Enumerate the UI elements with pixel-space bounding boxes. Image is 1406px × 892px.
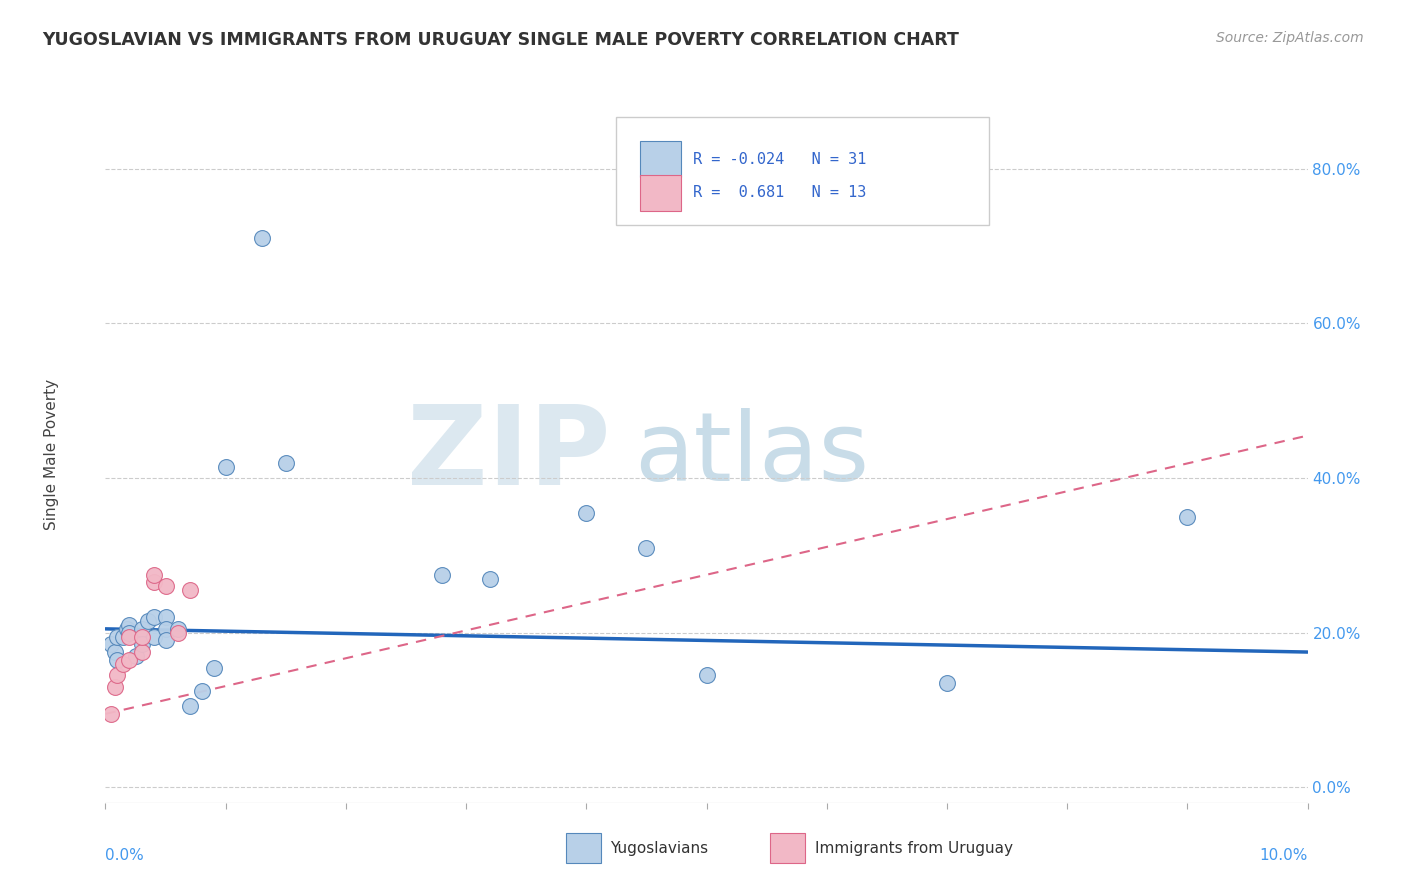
Point [430, 567, 453, 582]
Point [636, 541, 658, 555]
Point [696, 668, 718, 682]
Text: Source: ZipAtlas.com: Source: ZipAtlas.com [1216, 31, 1364, 45]
Text: ZIP: ZIP [406, 401, 610, 508]
Point [1175, 509, 1198, 524]
Point [100, 637, 122, 651]
Text: R =  0.681   N = 13: R = 0.681 N = 13 [693, 186, 866, 200]
Point [179, 583, 201, 598]
Point [131, 645, 153, 659]
Point [112, 630, 135, 644]
FancyBboxPatch shape [770, 833, 806, 863]
FancyBboxPatch shape [640, 141, 682, 178]
Point [250, 231, 273, 245]
Point [575, 506, 598, 520]
Point [155, 633, 177, 648]
Point [107, 653, 129, 667]
Text: Yugoslavians: Yugoslavians [610, 840, 709, 855]
Point [155, 610, 177, 624]
Text: R = -0.024   N = 31: R = -0.024 N = 31 [693, 152, 866, 167]
Point [166, 625, 188, 640]
Point [155, 622, 177, 636]
FancyBboxPatch shape [616, 118, 988, 226]
Point [104, 680, 127, 694]
Point [118, 653, 141, 667]
Point [142, 567, 165, 582]
Point [214, 459, 236, 474]
Point [118, 625, 141, 640]
Point [155, 579, 177, 593]
Point [118, 630, 141, 644]
Point [179, 699, 201, 714]
Point [166, 622, 188, 636]
Point [142, 575, 165, 590]
Point [115, 622, 138, 636]
FancyBboxPatch shape [565, 833, 600, 863]
Point [100, 706, 122, 721]
Point [190, 683, 212, 698]
Text: Single Male Poverty: Single Male Poverty [44, 379, 59, 531]
Point [107, 630, 129, 644]
Point [142, 630, 165, 644]
Point [479, 572, 502, 586]
Point [112, 657, 135, 671]
FancyBboxPatch shape [640, 175, 682, 211]
Text: atlas: atlas [634, 409, 869, 501]
Text: 0.0%: 0.0% [105, 848, 145, 863]
Point [118, 618, 141, 632]
Point [202, 660, 225, 674]
Text: YUGOSLAVIAN VS IMMIGRANTS FROM URUGUAY SINGLE MALE POVERTY CORRELATION CHART: YUGOSLAVIAN VS IMMIGRANTS FROM URUGUAY S… [42, 31, 959, 49]
Point [136, 614, 159, 628]
Point [142, 610, 165, 624]
Point [936, 676, 959, 690]
Point [131, 637, 153, 651]
Point [274, 456, 297, 470]
Point [124, 648, 146, 663]
Point [104, 645, 127, 659]
Text: Immigrants from Uruguay: Immigrants from Uruguay [814, 840, 1012, 855]
Point [131, 622, 153, 636]
Text: 10.0%: 10.0% [1260, 848, 1308, 863]
Point [131, 630, 153, 644]
Point [107, 668, 129, 682]
